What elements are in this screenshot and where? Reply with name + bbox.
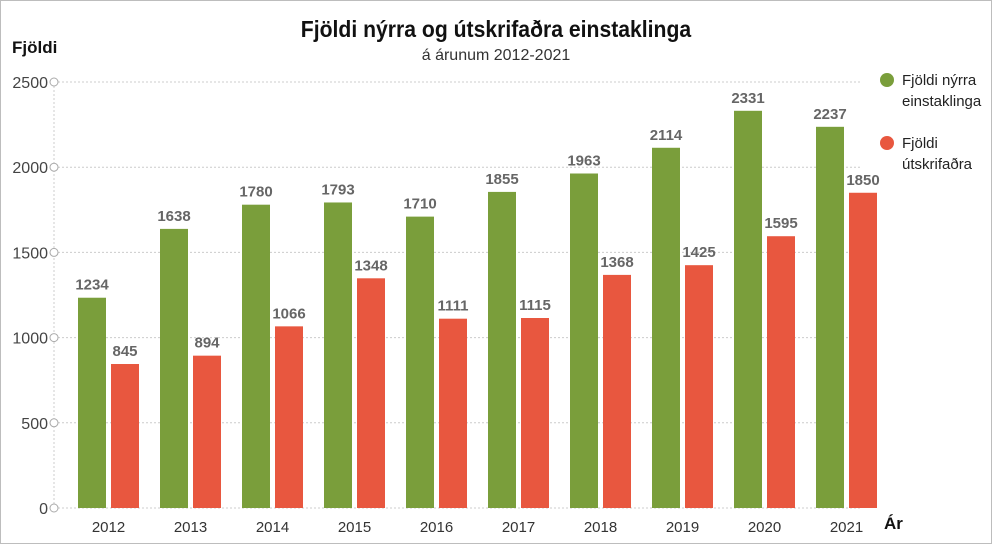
y-tick-marker: [49, 247, 59, 257]
bar-new: [816, 126, 844, 509]
data-label: 1115: [519, 297, 551, 314]
y-tick-marker: [49, 162, 59, 172]
x-tick-label: 2013: [174, 519, 207, 536]
x-tick-label: 2020: [748, 519, 781, 536]
bar-graduated: [193, 355, 221, 508]
x-tick-label: 2018: [584, 519, 617, 536]
x-tick-label: 2017: [502, 519, 535, 536]
bar-new: [570, 173, 598, 508]
y-tick-label: 500: [21, 416, 48, 433]
chart-subtitle: á árunum 2012-2021: [421, 47, 571, 64]
legend-item-new: Fjöldi nýrra einstaklinga: [880, 70, 992, 112]
bar-graduated: [521, 318, 549, 508]
bar-graduated: [767, 236, 795, 508]
bar-new: [652, 147, 680, 508]
data-label: 1855: [485, 171, 518, 188]
data-label: 1111: [438, 298, 469, 315]
x-tick-label: 2016: [420, 519, 453, 536]
y-tick-marker: [49, 503, 59, 513]
data-label: 2237: [813, 106, 846, 123]
x-tick-label: 2015: [338, 519, 371, 536]
data-label: 1793: [321, 181, 354, 198]
chart-title: Fjöldi nýrra og útskrifaðra einstaklinga: [300, 16, 692, 42]
y-tick-label: 0: [39, 501, 48, 518]
legend-swatch-new: [880, 73, 894, 87]
data-label: 1638: [157, 208, 190, 225]
legend-swatch-graduated: [880, 136, 894, 150]
x-tick-label: 2021: [830, 519, 863, 536]
bar-graduated: [685, 265, 713, 508]
y-axis-label: Fjöldi: [12, 38, 58, 57]
data-label: 1425: [682, 244, 715, 261]
y-tick-marker: [49, 77, 59, 87]
x-axis-label: Ár: [884, 514, 903, 533]
data-label: 1348: [354, 257, 387, 274]
data-label: 1963: [567, 153, 600, 170]
legend-item-graduated: Fjöldi útskrifaðra: [880, 133, 992, 175]
legend-label-graduated: Fjöldi útskrifaðra: [902, 135, 973, 173]
bar-new: [734, 110, 762, 508]
y-tick-label: 2500: [12, 75, 48, 92]
y-tick-label: 1000: [12, 331, 48, 348]
data-label: 1850: [846, 172, 879, 189]
x-tick-label: 2012: [92, 519, 125, 536]
data-label: 1368: [600, 254, 633, 271]
y-tick-label: 2000: [12, 160, 48, 177]
data-label: 2331: [731, 90, 764, 107]
y-tick-marker: [49, 333, 59, 343]
data-label: 1710: [403, 196, 436, 213]
data-label: 1234: [75, 277, 109, 294]
bar-new: [78, 297, 106, 508]
bar-new: [324, 202, 352, 509]
bar-new: [406, 216, 434, 508]
bar-graduated: [603, 274, 631, 508]
bar-graduated: [357, 278, 385, 508]
data-label: 894: [194, 335, 220, 352]
data-label: 2114: [650, 127, 683, 144]
data-label: 1780: [239, 184, 272, 201]
bar-new: [242, 204, 270, 509]
bar-graduated: [275, 326, 303, 508]
y-tick-label: 1500: [12, 245, 48, 262]
x-tick-label: 2014: [256, 519, 289, 536]
bar-graduated: [439, 318, 467, 508]
data-label: 1595: [764, 215, 797, 232]
bar-new: [160, 228, 188, 508]
data-label: 845: [112, 343, 137, 360]
y-tick-marker: [49, 418, 59, 428]
bar-graduated: [111, 364, 139, 508]
data-label: 1066: [272, 305, 305, 322]
bar-graduated: [849, 192, 877, 508]
x-tick-label: 2019: [666, 519, 699, 536]
bar-new: [488, 191, 516, 508]
legend-label-new: Fjöldi nýrra einstaklinga: [902, 72, 982, 110]
